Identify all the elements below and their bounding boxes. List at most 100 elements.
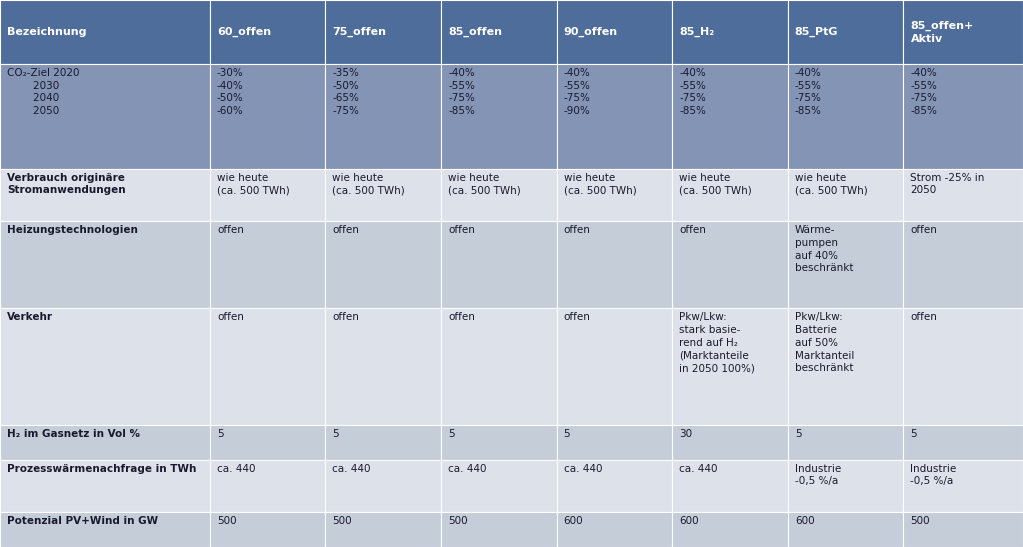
Text: 85_H₂: 85_H₂ (679, 27, 714, 37)
Text: -30%
-40%
-50%
-60%: -30% -40% -50% -60% (217, 68, 243, 117)
Bar (788, 309, 903, 425)
Bar (210, 425, 325, 459)
Text: -40%
-55%
-75%
-85%: -40% -55% -75% -85% (448, 68, 475, 117)
Text: 30: 30 (679, 429, 693, 439)
Bar (788, 64, 903, 169)
Text: -35%
-50%
-65%
-75%: -35% -50% -65% -75% (332, 68, 359, 117)
Bar (441, 64, 557, 169)
Text: ca. 440: ca. 440 (448, 463, 487, 474)
Bar (557, 425, 672, 459)
Text: 90_offen: 90_offen (564, 27, 618, 37)
Text: offen: offen (910, 312, 937, 322)
Bar (903, 169, 1023, 221)
Bar (325, 169, 441, 221)
Text: -40%
-55%
-75%
-85%: -40% -55% -75% -85% (679, 68, 706, 117)
Bar (557, 221, 672, 309)
Text: 85_offen: 85_offen (448, 27, 502, 37)
Text: 5: 5 (217, 429, 223, 439)
Text: 5: 5 (332, 429, 339, 439)
Bar (903, 459, 1023, 512)
Bar (903, 64, 1023, 169)
Bar (903, 0, 1023, 64)
Bar (903, 309, 1023, 425)
Bar (672, 309, 788, 425)
Text: Pkw/Lkw:
stark basie-
rend auf H₂
(Marktanteile
in 2050 100%): Pkw/Lkw: stark basie- rend auf H₂ (Markt… (679, 312, 755, 374)
Bar (325, 425, 441, 459)
Bar (903, 512, 1023, 547)
Text: 500: 500 (910, 516, 930, 526)
Text: 500: 500 (448, 516, 468, 526)
Bar (0, 309, 210, 425)
Bar (672, 169, 788, 221)
Bar (441, 0, 557, 64)
Text: offen: offen (679, 225, 706, 235)
Bar (210, 309, 325, 425)
Text: offen: offen (448, 312, 475, 322)
Text: H₂ im Gasnetz in Vol %: H₂ im Gasnetz in Vol % (7, 429, 140, 439)
Bar (788, 169, 903, 221)
Bar (672, 512, 788, 547)
Bar (210, 169, 325, 221)
Text: Strom -25% in
2050: Strom -25% in 2050 (910, 173, 985, 195)
Bar (788, 0, 903, 64)
Text: Wärme-
pumpen
auf 40%
beschränkt: Wärme- pumpen auf 40% beschränkt (795, 225, 853, 274)
Bar (0, 221, 210, 309)
Text: CO₂-Ziel 2020
        2030
        2040
        2050: CO₂-Ziel 2020 2030 2040 2050 (7, 68, 80, 117)
Bar (788, 459, 903, 512)
Bar (210, 512, 325, 547)
Text: Pkw/Lkw:
Batterie
auf 50%
Marktanteil
beschränkt: Pkw/Lkw: Batterie auf 50% Marktanteil be… (795, 312, 854, 374)
Text: Bezeichnung: Bezeichnung (7, 27, 87, 37)
Text: Prozesswärmenachfrage in TWh: Prozesswärmenachfrage in TWh (7, 463, 196, 474)
Text: wie heute
(ca. 500 TWh): wie heute (ca. 500 TWh) (795, 173, 868, 195)
Text: ca. 440: ca. 440 (564, 463, 603, 474)
Bar (672, 64, 788, 169)
Text: Potenzial PV+Wind in GW: Potenzial PV+Wind in GW (7, 516, 159, 526)
Bar (441, 512, 557, 547)
Text: 500: 500 (217, 516, 236, 526)
Text: Heizungstechnologien: Heizungstechnologien (7, 225, 138, 235)
Text: 5: 5 (910, 429, 917, 439)
Bar (441, 309, 557, 425)
Text: wie heute
(ca. 500 TWh): wie heute (ca. 500 TWh) (332, 173, 405, 195)
Bar (325, 309, 441, 425)
Text: -40%
-55%
-75%
-85%: -40% -55% -75% -85% (910, 68, 937, 117)
Text: Verbrauch originäre
Stromanwendungen: Verbrauch originäre Stromanwendungen (7, 173, 126, 195)
Text: wie heute
(ca. 500 TWh): wie heute (ca. 500 TWh) (217, 173, 290, 195)
Text: offen: offen (910, 225, 937, 235)
Text: ca. 440: ca. 440 (332, 463, 371, 474)
Text: -40%
-55%
-75%
-85%: -40% -55% -75% -85% (795, 68, 821, 117)
Bar (672, 221, 788, 309)
Bar (557, 64, 672, 169)
Text: Verkehr: Verkehr (7, 312, 53, 322)
Text: 500: 500 (332, 516, 352, 526)
Bar (325, 0, 441, 64)
Bar (0, 0, 210, 64)
Bar (441, 169, 557, 221)
Text: 600: 600 (679, 516, 699, 526)
Text: 60_offen: 60_offen (217, 27, 271, 37)
Text: wie heute
(ca. 500 TWh): wie heute (ca. 500 TWh) (564, 173, 636, 195)
Bar (0, 512, 210, 547)
Bar (325, 512, 441, 547)
Bar (672, 425, 788, 459)
Bar (788, 512, 903, 547)
Bar (441, 459, 557, 512)
Text: wie heute
(ca. 500 TWh): wie heute (ca. 500 TWh) (679, 173, 752, 195)
Text: 5: 5 (795, 429, 801, 439)
Bar (557, 459, 672, 512)
Text: offen: offen (564, 312, 590, 322)
Text: offen: offen (332, 225, 359, 235)
Text: offen: offen (217, 312, 243, 322)
Text: offen: offen (448, 225, 475, 235)
Text: 85_PtG: 85_PtG (795, 27, 839, 37)
Text: 5: 5 (448, 429, 454, 439)
Bar (210, 459, 325, 512)
Text: ca. 440: ca. 440 (679, 463, 718, 474)
Bar (210, 221, 325, 309)
Bar (0, 425, 210, 459)
Bar (903, 221, 1023, 309)
Bar (0, 169, 210, 221)
Bar (788, 221, 903, 309)
Bar (557, 169, 672, 221)
Bar (672, 459, 788, 512)
